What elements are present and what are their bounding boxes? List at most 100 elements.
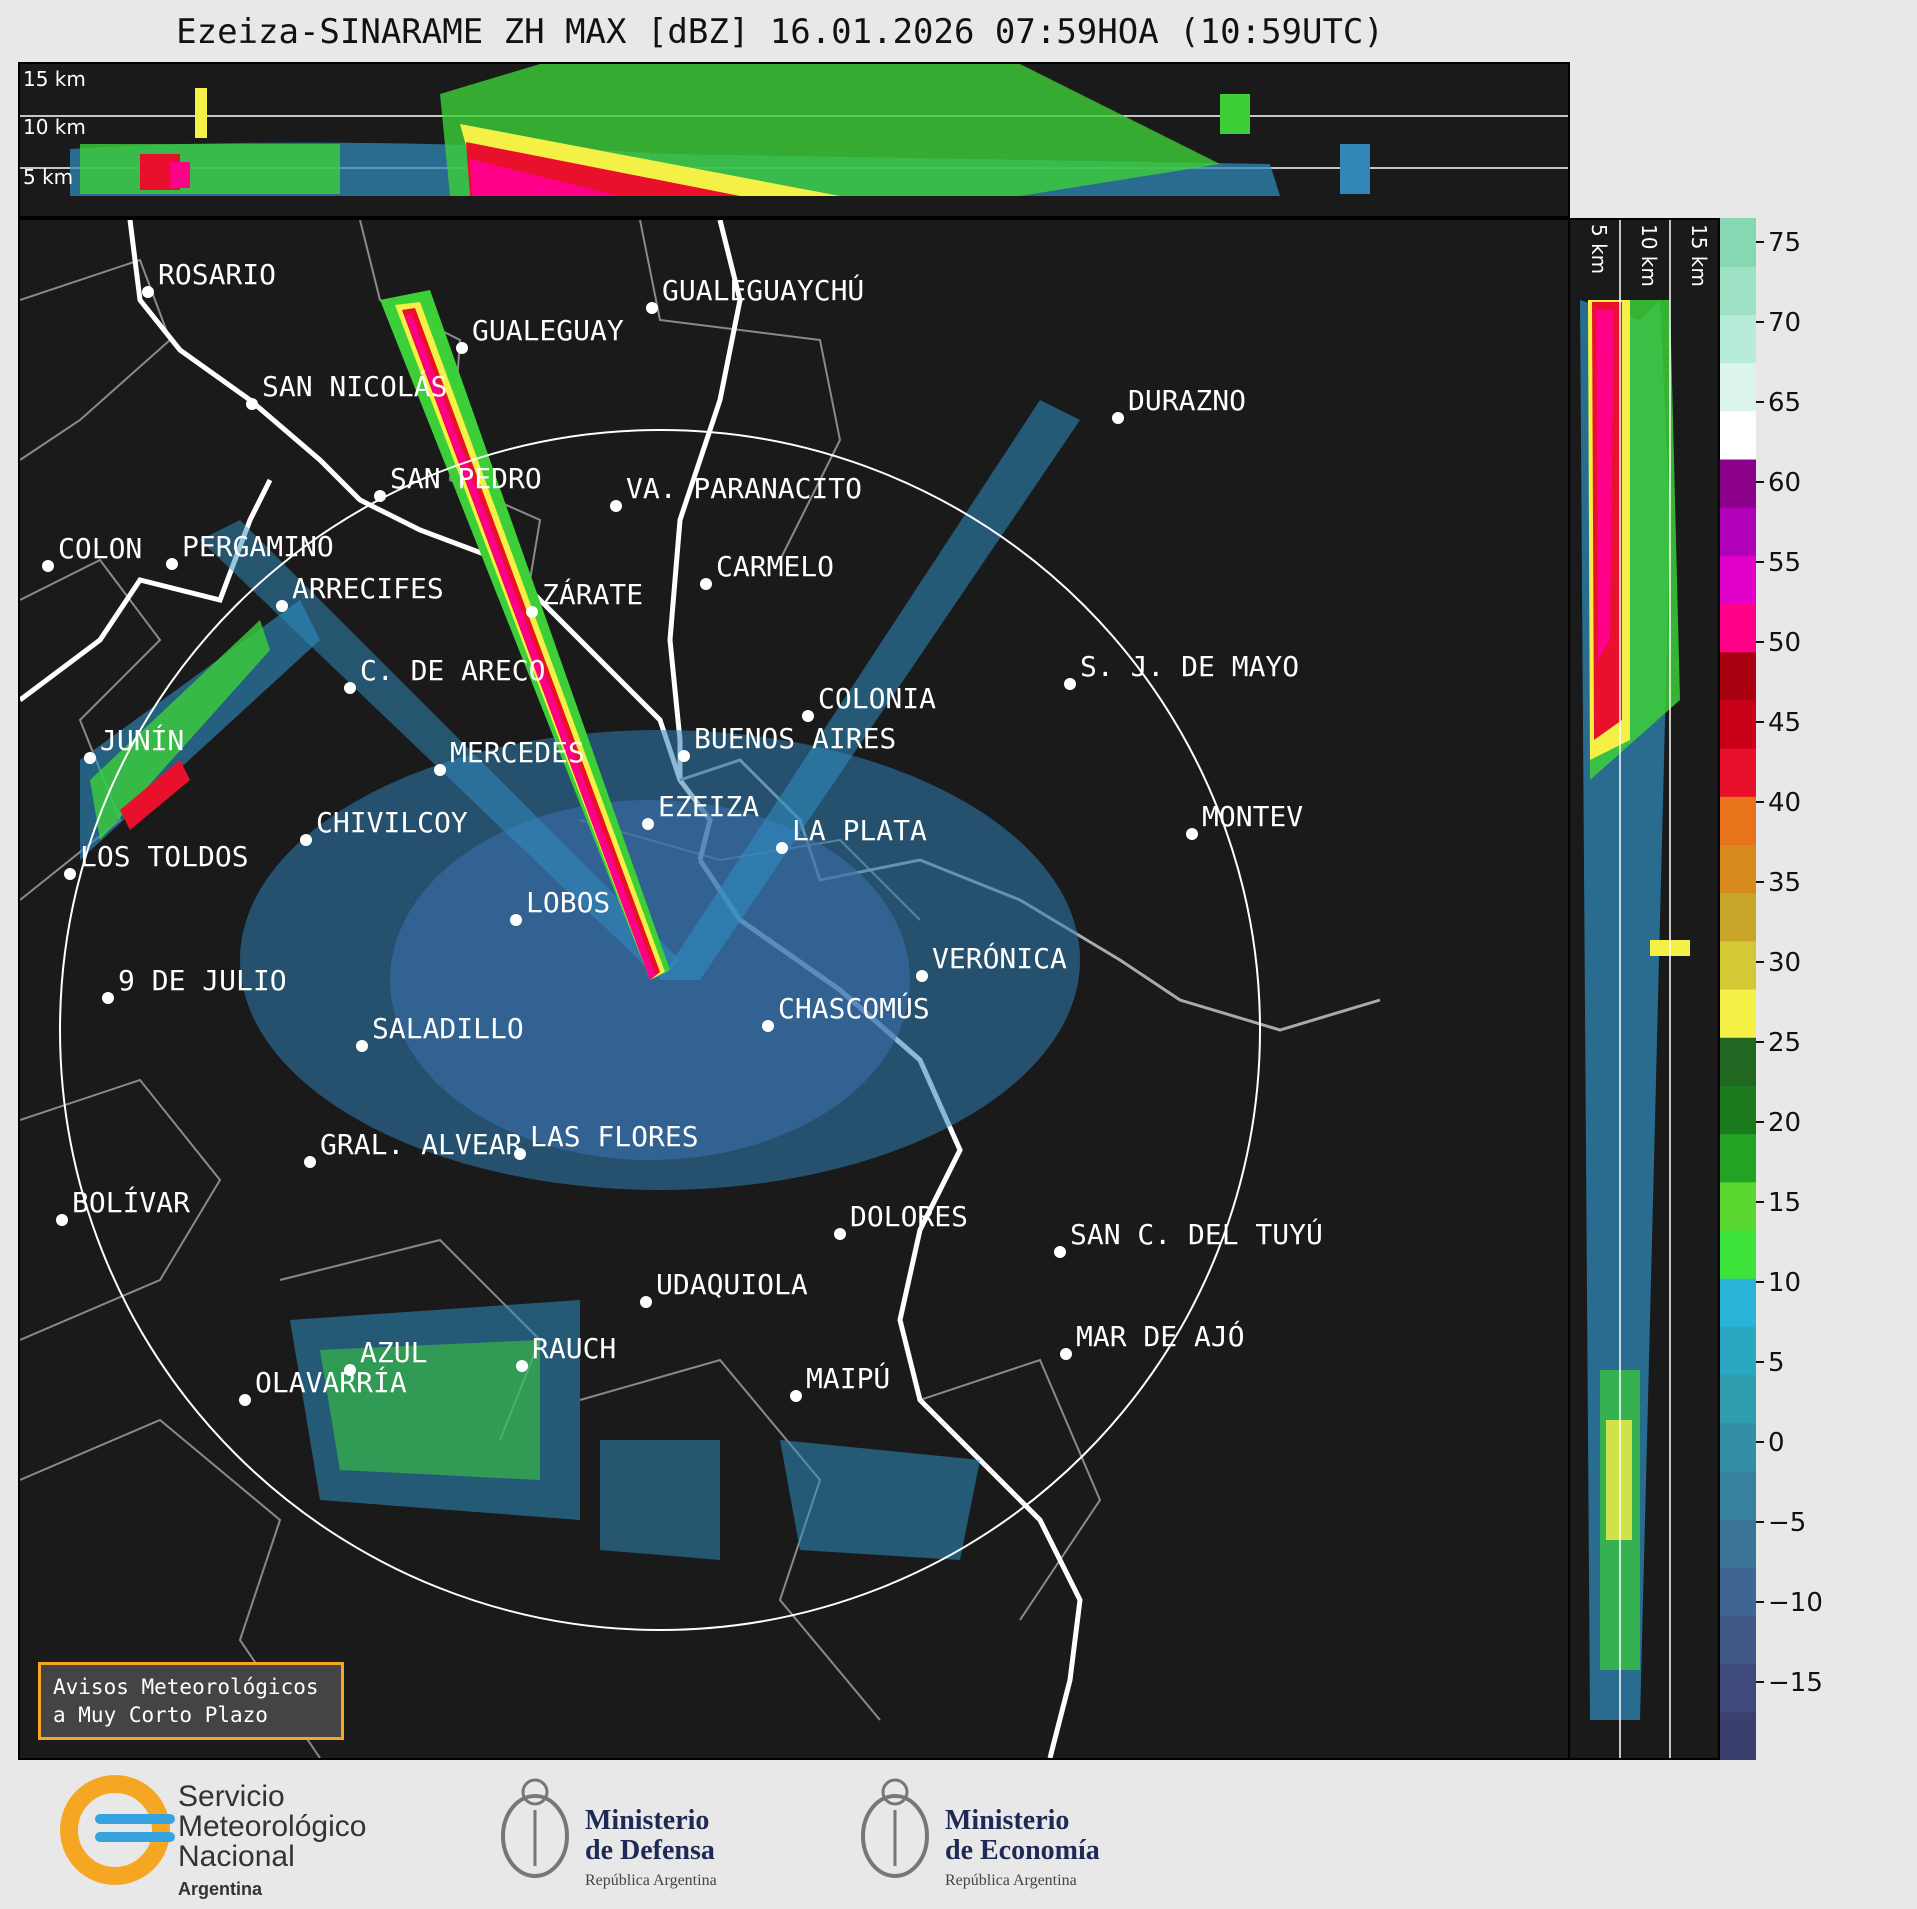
defensa-logo-text: Ministerio de Defensa República Argentin… <box>585 1806 717 1896</box>
city-label: VERÓNICA <box>932 941 1067 975</box>
city-label: ZÁRATE <box>542 577 643 611</box>
city-label: OLAVARRÍA <box>255 1365 407 1399</box>
city-label: LAS FLORES <box>530 1120 699 1153</box>
city-label: SALADILLO <box>372 1012 524 1045</box>
city-dot <box>640 1296 652 1308</box>
city-dot <box>678 750 690 762</box>
city-marker: BOLÍVAR <box>56 1185 190 1226</box>
side-altitude-15km: 15 km <box>1687 224 1711 287</box>
city-marker: S. J. DE MAYO <box>1064 650 1299 690</box>
colorbar-swatch <box>1720 603 1756 653</box>
city-dot <box>700 578 712 590</box>
city-dot <box>776 842 788 854</box>
city-dot <box>246 398 258 410</box>
city-label: 9 DE JULIO <box>118 964 287 997</box>
city-label: GRAL. ALVEAR <box>320 1128 522 1161</box>
city-dot <box>84 752 96 764</box>
city-marker: UDAQUIOLA <box>640 1268 808 1308</box>
city-label: DURAZNO <box>1128 384 1246 417</box>
city-dot <box>42 560 54 572</box>
radar-map-panel: ROSARIO GUALEGUAYCHÚ GUALEGUAY SAN NICOLÁS D… <box>18 218 1570 1760</box>
city-dot <box>1186 828 1198 840</box>
colorbar-tick-label: 25 <box>1768 1028 1801 1058</box>
city-label: MERCEDES <box>450 736 585 769</box>
colorbar-tick-label: 70 <box>1768 308 1801 338</box>
colorbar-swatch <box>1720 1133 1756 1183</box>
city-marker: VERÓNICA <box>916 941 1067 982</box>
city-marker: VA. PARANACITO <box>610 472 862 512</box>
page-title: Ezeiza-SINARAME ZH MAX [dBZ] 16.01.2026 … <box>176 12 1384 52</box>
city-marker: CHASCOMÚS <box>762 991 930 1032</box>
city-label: ROSARIO <box>158 258 276 291</box>
city-marker: MAIPÚ <box>790 1361 890 1402</box>
colorbar-swatch <box>1720 1422 1756 1472</box>
radar-echo-field <box>80 290 1080 1560</box>
city-dot <box>64 868 76 880</box>
colorbar-tick-label: 20 <box>1768 1108 1801 1138</box>
city-dot <box>344 1364 356 1376</box>
city-dot <box>1064 678 1076 690</box>
economia-logo-text: Ministerio de Economía República Argenti… <box>945 1806 1100 1896</box>
city-dot <box>610 500 622 512</box>
city-label: UDAQUIOLA <box>656 1268 808 1301</box>
city-label: MONTEV <box>1202 800 1303 833</box>
city-marker: CARMELO <box>700 550 834 590</box>
colorbar-swatch <box>1720 940 1756 990</box>
city-marker: 9 DE JULIO <box>102 964 287 1004</box>
city-dot <box>102 992 114 1004</box>
defensa-line2: de Defensa <box>585 1835 715 1866</box>
city-label: BUENOS AIRES <box>694 722 896 755</box>
city-marker: ARRECIFES <box>276 572 444 612</box>
colorbar-tick-label: 50 <box>1768 628 1801 658</box>
colorbar-tick-label: 30 <box>1768 948 1801 978</box>
colorbar-swatch <box>1720 1326 1756 1376</box>
city-label: S. J. DE MAYO <box>1080 650 1299 683</box>
smn-sub: Argentina <box>178 1879 263 1899</box>
city-dot <box>834 1228 846 1240</box>
colorbar-swatch <box>1720 314 1756 364</box>
city-marker: SALADILLO <box>356 1012 524 1052</box>
city-marker: SAN PEDRO <box>374 462 542 502</box>
colorbar-swatch <box>1720 1037 1756 1086</box>
city-marker: LAS FLORES <box>514 1120 699 1160</box>
colorbar-tick-label: 55 <box>1768 548 1801 578</box>
city-marker: RAUCH <box>516 1332 616 1372</box>
altitude-label-5km: 5 km <box>23 165 73 189</box>
city-label: MAIPÚ <box>806 1361 890 1395</box>
city-marker: EZEIZA <box>642 790 759 830</box>
colorbar-swatch <box>1720 892 1756 942</box>
colorbar-swatch <box>1720 1085 1756 1135</box>
city-dot <box>790 1390 802 1402</box>
altitude-label-10km: 10 km <box>23 115 86 139</box>
colorbar-swatch <box>1720 1519 1756 1568</box>
defensa-sub: República Argentina <box>585 1872 717 1889</box>
smn-line1: Servicio <box>178 1780 285 1813</box>
colorbar-tick-label: 40 <box>1768 788 1801 818</box>
colorbar-swatch <box>1720 651 1756 701</box>
city-dot <box>344 682 356 694</box>
city-dot <box>642 818 654 830</box>
city-dot <box>1060 1348 1072 1360</box>
city-dot <box>304 1156 316 1168</box>
city-marker: BUENOS AIRES <box>678 722 896 762</box>
colorbar-swatch <box>1720 555 1756 605</box>
colorbar-tick-label: 60 <box>1768 468 1801 498</box>
city-marker: DOLORES <box>834 1200 968 1240</box>
colorbar-swatch <box>1720 1711 1756 1760</box>
side-altitude-10km: 10 km <box>1637 224 1661 287</box>
colorbar-tick-label: 5 <box>1768 1348 1785 1378</box>
colorbar-swatch <box>1720 458 1756 508</box>
colorbar-swatch <box>1720 1470 1756 1520</box>
city-label: VA. PARANACITO <box>626 472 862 505</box>
city-dot <box>142 286 154 298</box>
city-label: CHASCOMÚS <box>778 991 930 1025</box>
city-label: LOS TOLDOS <box>80 840 249 873</box>
colorbar-tick-label: 45 <box>1768 708 1801 738</box>
economia-sub: República Argentina <box>945 1872 1077 1889</box>
city-marker: JUNÍN <box>84 723 184 764</box>
economia-line1: Ministerio <box>945 1805 1070 1836</box>
city-label: PERGAMINO <box>182 530 334 563</box>
city-label: COLONIA <box>818 682 936 715</box>
avisos-button[interactable]: Avisos Meteorológicos a Muy Corto Plazo <box>38 1662 344 1740</box>
defensa-seal-icon <box>501 1778 569 1878</box>
